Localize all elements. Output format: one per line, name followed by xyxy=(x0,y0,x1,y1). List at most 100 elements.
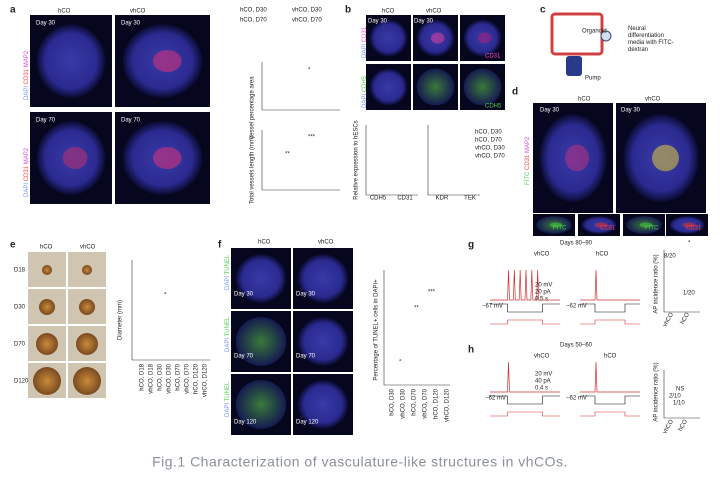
category-label: vhCO, D120 xyxy=(445,388,451,422)
axis-label: Percentage of TUNEL+ cells in DAPI+ xyxy=(374,279,380,381)
organoid xyxy=(235,317,287,366)
row-label: D120 xyxy=(14,379,29,385)
axis xyxy=(131,260,210,361)
column-label: hCO xyxy=(40,245,53,251)
day-label: Day 30 xyxy=(121,21,141,27)
category-label: hCO, D70 xyxy=(176,363,182,390)
axis-label: Diameter (mm) xyxy=(118,300,124,340)
column-label: vhCO xyxy=(534,252,550,258)
organoid xyxy=(76,333,98,355)
caption: Fig.1 Characterization of vasculature-li… xyxy=(152,454,568,470)
axis xyxy=(261,130,340,191)
organoid xyxy=(73,367,101,395)
organoid xyxy=(235,380,287,429)
column-label: vhCO xyxy=(80,245,96,251)
column-label: vhCO xyxy=(426,9,442,15)
category-label: hCO, D120 xyxy=(194,363,200,394)
category-label: hCO xyxy=(680,312,692,326)
signal xyxy=(153,49,182,73)
column-label: hCO xyxy=(258,240,271,246)
diagram-label: Neural differentiation media with FITC-dex… xyxy=(628,26,674,53)
rest-potential: −62 mV xyxy=(566,304,587,310)
gene-label: TEK xyxy=(464,196,476,202)
panel-label: b xyxy=(345,5,351,16)
signal xyxy=(549,222,563,228)
axis-label: AP incidence ratio (%) xyxy=(654,254,660,313)
organoid xyxy=(36,24,106,98)
day-label: Day 70 xyxy=(234,354,254,360)
column-label: vhCO xyxy=(130,9,146,15)
axis xyxy=(427,125,480,196)
layout xyxy=(28,12,708,435)
organoid xyxy=(463,68,502,106)
organoid xyxy=(369,19,408,57)
axis xyxy=(383,270,450,386)
column-label: vhCO xyxy=(318,240,334,246)
trace xyxy=(490,395,560,405)
category-label: vhCO, D30 xyxy=(167,363,173,393)
stain-label: FITC xyxy=(645,226,659,232)
axis-label: Relative expression to hESCs xyxy=(354,120,360,199)
stain-label: DAPI CD31 xyxy=(362,26,368,58)
section-title: Days 80–90 xyxy=(560,241,593,247)
day-label: Day 30 xyxy=(540,108,560,114)
scale-label: 20 mV xyxy=(535,372,552,378)
day-label: Day 120 xyxy=(296,420,319,426)
signal xyxy=(153,146,182,170)
significance: * xyxy=(399,360,402,366)
column-label: hCO xyxy=(578,97,591,103)
significance: * xyxy=(308,68,311,74)
column-label: vhCO xyxy=(534,354,550,360)
organoid xyxy=(39,299,55,315)
category-label: vhCO xyxy=(662,419,675,436)
stimulus xyxy=(490,411,560,417)
significance: * xyxy=(688,241,691,247)
signal xyxy=(431,32,445,44)
trace xyxy=(490,269,560,301)
axis xyxy=(663,370,700,419)
organoid xyxy=(416,68,455,106)
signal xyxy=(565,144,589,172)
count-label: 1/20 xyxy=(683,291,695,297)
stain-label: FITC CD31 MAP2 xyxy=(525,136,531,185)
day-label: Day 30 xyxy=(621,108,641,114)
organoid xyxy=(369,68,408,106)
organoid xyxy=(33,367,61,395)
gene-label: CDH5 xyxy=(370,196,387,202)
row-label: D30 xyxy=(14,305,26,311)
stain-label: DAPI TUNEL xyxy=(225,316,231,352)
day-label: Day 30 xyxy=(36,21,56,27)
day-label: Day 30 xyxy=(234,292,254,298)
stain-label: CD31 xyxy=(600,226,616,232)
organoid xyxy=(42,265,52,275)
axis-label: Vessel percentage area xyxy=(250,76,256,140)
rest-potential: −62 mV xyxy=(485,396,506,402)
stimulus xyxy=(580,411,640,417)
day-label: Day 30 xyxy=(368,19,388,25)
scale-label: 0.4 s xyxy=(535,386,548,392)
category-label: hCO, D120 xyxy=(434,388,440,419)
row-label: D18 xyxy=(14,268,26,274)
day-label: Day 120 xyxy=(234,420,257,426)
row-label: D70 xyxy=(14,342,26,348)
category-label: hCO, D30 xyxy=(158,363,164,390)
scale-label: 20 mV xyxy=(535,283,552,289)
stain-label: DAPI CD31 MAP2 xyxy=(24,147,30,197)
significance: *** xyxy=(428,290,436,296)
stain-label: DAPI TUNEL xyxy=(225,254,231,290)
count-label: 8/20 xyxy=(664,254,676,260)
category-label: vhCO, D70 xyxy=(185,363,191,393)
category-label: vhCO, D18 xyxy=(149,363,155,393)
stimulus xyxy=(580,319,640,325)
legend-entry: vhCO, D70 xyxy=(475,154,505,160)
rest-potential: −67 mV xyxy=(482,304,503,310)
category-label: vhCO xyxy=(662,312,675,329)
signal xyxy=(639,222,653,228)
axis-label: AP incidence ratio (%) xyxy=(654,362,660,421)
category-label: vhCO, D70 xyxy=(423,388,429,418)
category-label: hCO, D70 xyxy=(412,388,418,415)
signal xyxy=(478,32,492,44)
trace xyxy=(490,361,560,393)
scale-label: 40 pA xyxy=(535,379,551,385)
